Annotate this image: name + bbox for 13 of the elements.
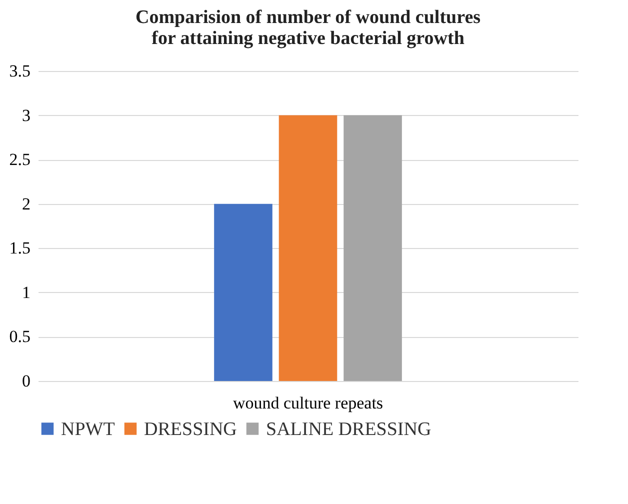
legend-label: SALINE DRESSING xyxy=(266,418,432,440)
legend-label: NPWT xyxy=(61,418,116,440)
y-tick-label: 0 xyxy=(22,372,30,390)
y-tick-label: 3 xyxy=(22,106,30,125)
y-tick-label: 2.5 xyxy=(9,150,30,170)
y-tick-label: 1 xyxy=(22,282,30,302)
y-tick-label: 0.5 xyxy=(9,327,30,346)
x-tick-label: wound culture repeats xyxy=(232,394,384,412)
chart-title: Comparision of number of wound cultures for attaining negative bacterial growth xyxy=(135,7,481,49)
y-tick-label: 3.5 xyxy=(9,62,30,80)
y-tick-label: 1.5 xyxy=(9,238,30,258)
y-tick-label: 2 xyxy=(22,194,30,214)
legend-label: DRESSING xyxy=(144,418,238,440)
